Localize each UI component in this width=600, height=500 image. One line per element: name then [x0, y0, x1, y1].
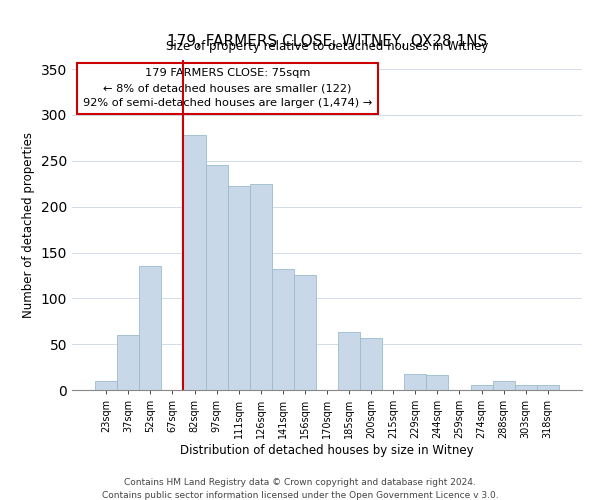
Bar: [294, 276, 316, 390]
X-axis label: Distribution of detached houses by size in Witney: Distribution of detached houses by size …: [180, 444, 474, 457]
Bar: [95, 381, 117, 390]
Bar: [515, 386, 537, 390]
Bar: [117, 335, 139, 390]
Bar: [206, 166, 227, 390]
Bar: [184, 135, 206, 390]
Y-axis label: Number of detached properties: Number of detached properties: [22, 132, 35, 318]
Bar: [360, 338, 382, 390]
Bar: [272, 269, 294, 390]
Bar: [493, 381, 515, 390]
Text: 179 FARMERS CLOSE: 75sqm
← 8% of detached houses are smaller (122)
92% of semi-d: 179 FARMERS CLOSE: 75sqm ← 8% of detache…: [83, 68, 372, 108]
Bar: [537, 384, 559, 390]
Bar: [404, 374, 427, 390]
Bar: [139, 266, 161, 390]
Bar: [227, 186, 250, 390]
Bar: [250, 184, 272, 390]
Bar: [470, 386, 493, 390]
Text: Contains HM Land Registry data © Crown copyright and database right 2024.
Contai: Contains HM Land Registry data © Crown c…: [101, 478, 499, 500]
Title: 179, FARMERS CLOSE, WITNEY, OX28 1NS: 179, FARMERS CLOSE, WITNEY, OX28 1NS: [167, 34, 487, 49]
Text: Size of property relative to detached houses in Witney: Size of property relative to detached ho…: [166, 40, 488, 54]
Bar: [427, 376, 448, 390]
Bar: [338, 332, 360, 390]
